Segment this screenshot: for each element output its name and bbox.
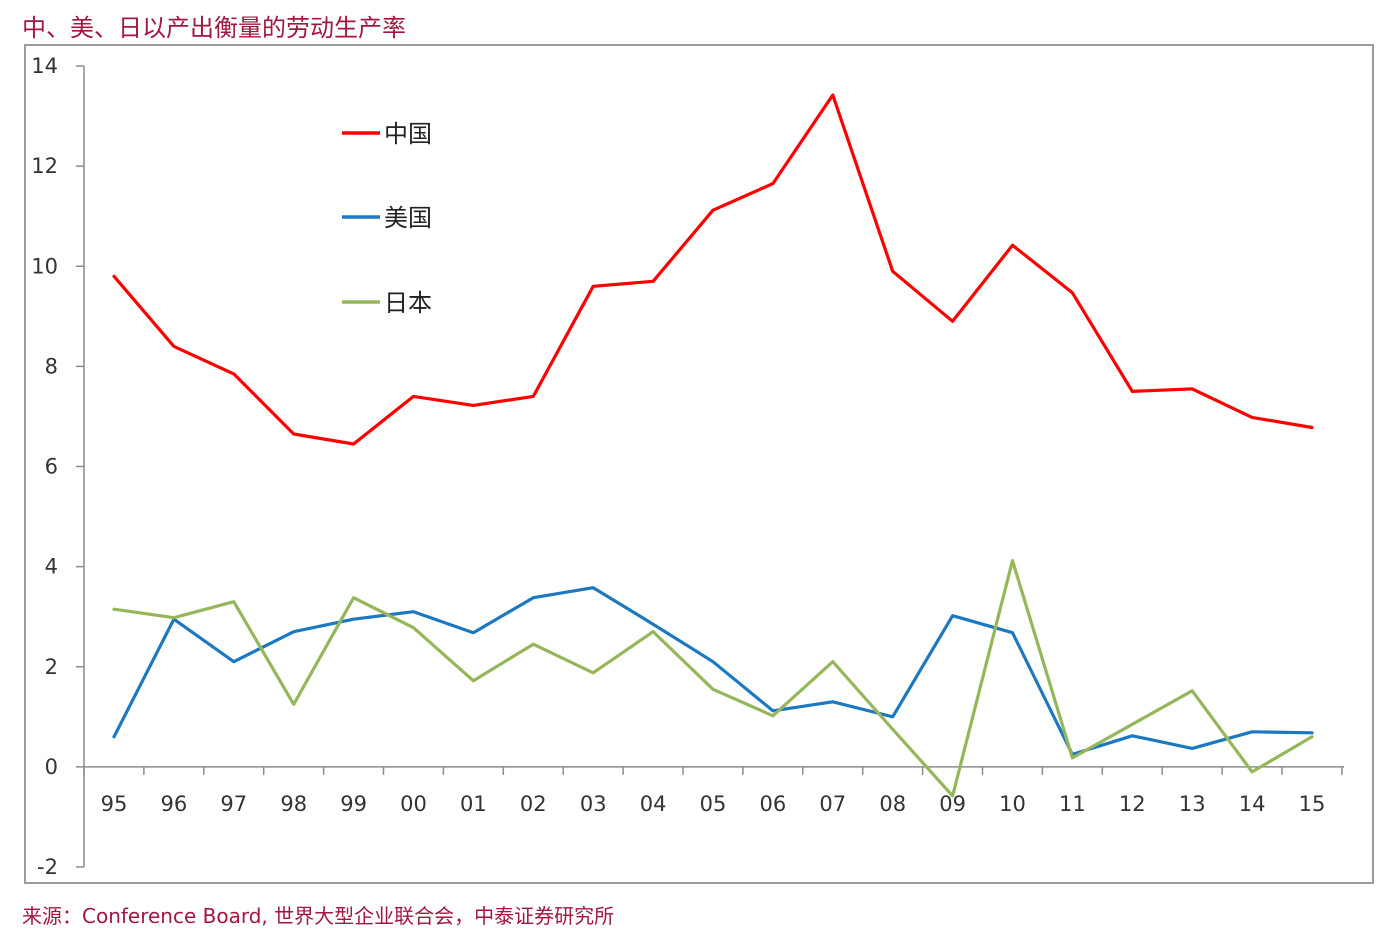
x-tick-label: 03 <box>580 792 607 816</box>
x-tick-label: 13 <box>1179 792 1206 816</box>
series-line-0 <box>112 93 1314 446</box>
x-tick-label: 15 <box>1299 792 1326 816</box>
y-tick-label: 14 <box>31 54 58 78</box>
y-tick-label: 6 <box>45 455 58 479</box>
x-tick-label: 01 <box>460 792 487 816</box>
x-tick-label: 02 <box>520 792 547 816</box>
x-tick-label: 14 <box>1239 792 1266 816</box>
series-line-1 <box>112 586 1314 757</box>
y-tick-label: 10 <box>31 254 58 278</box>
legend-label: 美国 <box>384 204 432 232</box>
x-tick-label: 10 <box>999 792 1026 816</box>
legend-label: 日本 <box>384 289 432 317</box>
legend-label: 中国 <box>384 120 432 148</box>
x-tick-label: 99 <box>340 792 367 816</box>
x-tick-label: 95 <box>101 792 128 816</box>
y-tick-label: 2 <box>45 655 58 679</box>
source-note: 来源：Conference Board, 世界大型企业联合会，中泰证券研究所 <box>22 904 615 928</box>
y-tick-label: 0 <box>45 755 58 779</box>
y-tick-label: 8 <box>45 354 58 378</box>
x-tick-label: 00 <box>400 792 427 816</box>
x-tick-label: 08 <box>879 792 906 816</box>
x-tick-label: 04 <box>640 792 667 816</box>
y-tick-label: -2 <box>37 855 58 879</box>
x-tick-label: 96 <box>161 792 188 816</box>
x-tick-label: 05 <box>700 792 727 816</box>
series-line-2 <box>112 558 1314 798</box>
chart-title: 中、美、日以产出衡量的劳动生产率 <box>22 14 406 42</box>
x-tick-label: 12 <box>1119 792 1146 816</box>
y-tick-label: 4 <box>45 555 58 579</box>
x-tick-label: 97 <box>220 792 247 816</box>
series-lines <box>112 93 1314 798</box>
x-tick-label: 06 <box>760 792 787 816</box>
chart-frame <box>24 44 1374 884</box>
x-tick-label: 11 <box>1059 792 1086 816</box>
x-tick-label: 07 <box>819 792 846 816</box>
y-tick-label: 12 <box>31 154 58 178</box>
x-tick-label: 98 <box>280 792 307 816</box>
